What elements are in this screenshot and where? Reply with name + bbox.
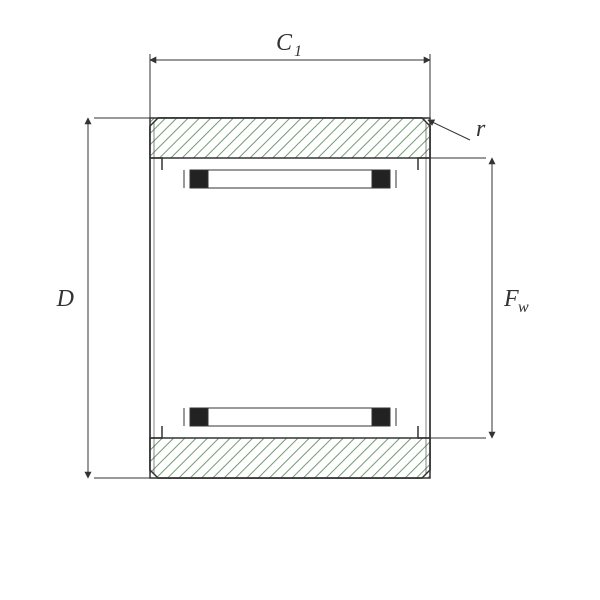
dimension-lines: C1 D Fw r	[56, 30, 529, 478]
dimension-label-sub: 1	[294, 43, 302, 60]
dimension-label-sub: w	[518, 299, 529, 316]
dimension-label: F	[503, 286, 519, 312]
dimension-label: C	[276, 30, 293, 56]
roller	[372, 170, 390, 188]
roller	[372, 408, 390, 426]
roller	[190, 170, 208, 188]
dimension-label: D	[56, 286, 74, 312]
bearing-body	[150, 118, 430, 478]
bearing-cross-section-diagram: C1 D Fw r	[0, 0, 600, 600]
dimension-label: r	[476, 116, 486, 142]
roller	[190, 408, 208, 426]
